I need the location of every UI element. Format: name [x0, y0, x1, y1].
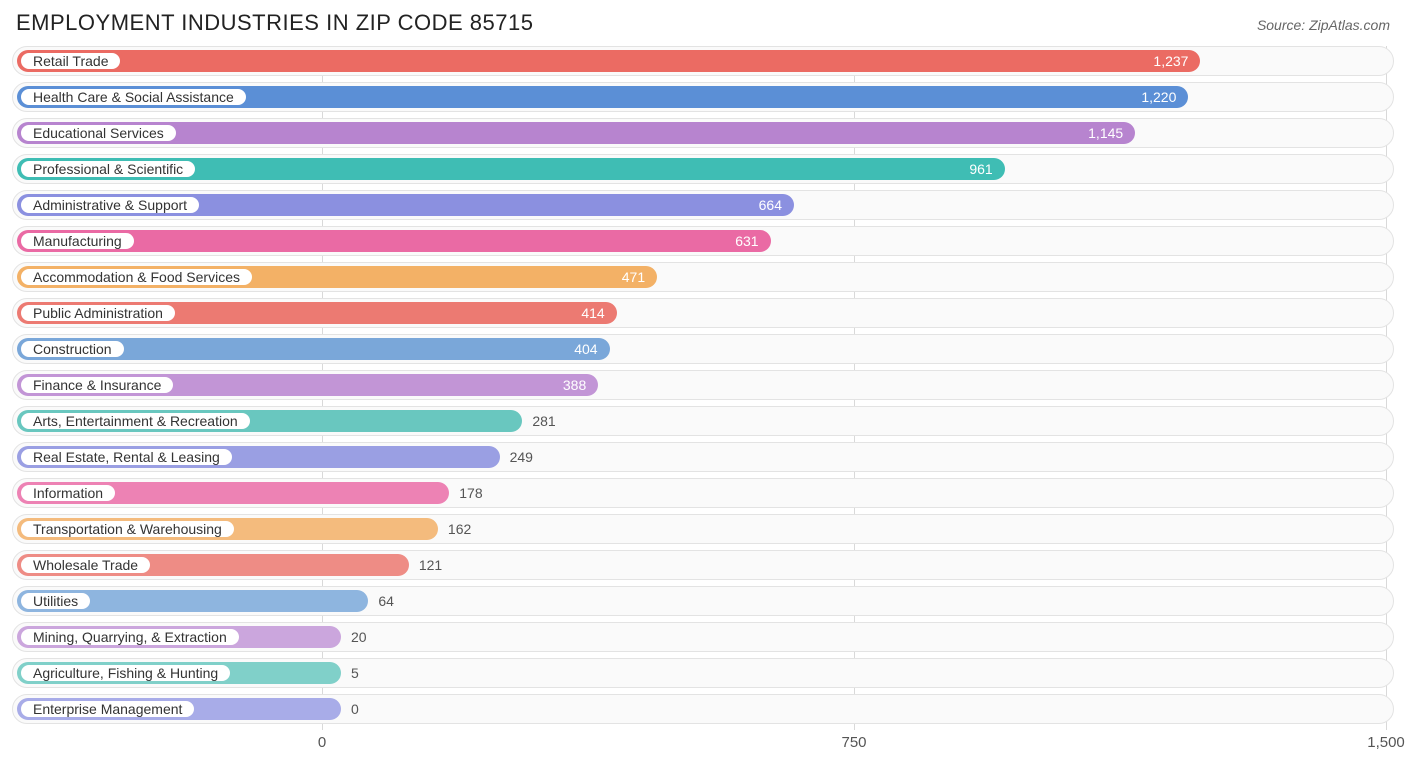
bar-row: Utilities 64	[12, 586, 1394, 616]
bar-label-pill: Transportation & Warehousing	[19, 519, 236, 539]
bar-label-pill: Retail Trade	[19, 51, 122, 71]
source-label: Source:	[1257, 17, 1305, 33]
bar-row: Construction 404	[12, 334, 1394, 364]
x-axis-tick: 0	[318, 734, 326, 751]
bar-value: 1,145	[1088, 119, 1123, 147]
bar-value: 281	[532, 407, 555, 435]
bar-label-pill: Finance & Insurance	[19, 375, 175, 395]
bar-fill	[17, 50, 1200, 72]
bar-row: Accommodation & Food Services 471	[12, 262, 1394, 292]
bar-value: 471	[622, 263, 645, 291]
bar-row: Public Administration 414	[12, 298, 1394, 328]
bar-label-pill: Information	[19, 483, 117, 503]
bar-value: 0	[351, 695, 359, 723]
bar-label-pill: Real Estate, Rental & Leasing	[19, 447, 234, 467]
bar-value: 414	[581, 299, 604, 327]
chart-rows: Retail Trade 1,237 Health Care & Social As…	[12, 46, 1394, 724]
bar-row: Professional & Scientific 961	[12, 154, 1394, 184]
bar-row: Administrative & Support 664	[12, 190, 1394, 220]
bar-row: Health Care & Social Assistance 1,220	[12, 82, 1394, 112]
bar-fill	[17, 122, 1135, 144]
bar-value: 178	[459, 479, 482, 507]
bar-label-pill: Wholesale Trade	[19, 555, 152, 575]
bar-value: 664	[759, 191, 782, 219]
bar-value: 1,220	[1141, 83, 1176, 111]
bar-row: Manufacturing 631	[12, 226, 1394, 256]
bar-row: Agriculture, Fishing & Hunting 5	[12, 658, 1394, 688]
bar-value: 162	[448, 515, 471, 543]
bar-row: Real Estate, Rental & Leasing 249	[12, 442, 1394, 472]
bar-row: Mining, Quarrying, & Extraction 20	[12, 622, 1394, 652]
chart-source: Source: ZipAtlas.com	[1257, 17, 1390, 33]
bar-label-pill: Professional & Scientific	[19, 159, 197, 179]
bar-label-pill: Agriculture, Fishing & Hunting	[19, 663, 232, 683]
bar-value: 631	[735, 227, 758, 255]
bar-label-pill: Arts, Entertainment & Recreation	[19, 411, 252, 431]
bar-row: Retail Trade 1,237	[12, 46, 1394, 76]
bar-row: Finance & Insurance 388	[12, 370, 1394, 400]
bar-value: 5	[351, 659, 359, 687]
bar-chart: Retail Trade 1,237 Health Care & Social As…	[12, 46, 1394, 756]
x-axis-tick: 1,500	[1367, 734, 1405, 751]
bar-value: 1,237	[1153, 47, 1188, 75]
bar-row: Enterprise Management 0	[12, 694, 1394, 724]
bar-row: Educational Services 1,145	[12, 118, 1394, 148]
bar-label-pill: Enterprise Management	[19, 699, 196, 719]
bar-row: Arts, Entertainment & Recreation 281	[12, 406, 1394, 436]
bar-label-pill: Administrative & Support	[19, 195, 201, 215]
chart-title: EMPLOYMENT INDUSTRIES IN ZIP CODE 85715	[16, 10, 534, 36]
x-axis: 07501,500	[12, 730, 1394, 756]
bar-label-pill: Manufacturing	[19, 231, 136, 251]
bar-label-pill: Mining, Quarrying, & Extraction	[19, 627, 241, 647]
bar-label-pill: Accommodation & Food Services	[19, 267, 254, 287]
source-value: ZipAtlas.com	[1309, 17, 1390, 33]
bar-row: Wholesale Trade 121	[12, 550, 1394, 580]
bar-value: 249	[510, 443, 533, 471]
bar-row: Transportation & Warehousing 162	[12, 514, 1394, 544]
bar-label-pill: Construction	[19, 339, 126, 359]
bar-value: 961	[969, 155, 992, 183]
bar-value: 121	[419, 551, 442, 579]
x-axis-tick: 750	[841, 734, 866, 751]
bar-value: 404	[574, 335, 597, 363]
bar-label-pill: Utilities	[19, 591, 92, 611]
bar-label-pill: Educational Services	[19, 123, 178, 143]
bar-label-pill: Public Administration	[19, 303, 177, 323]
bar-value: 64	[378, 587, 394, 615]
bar-label-pill: Health Care & Social Assistance	[19, 87, 248, 107]
bar-value: 388	[563, 371, 586, 399]
bar-value: 20	[351, 623, 367, 651]
chart-header: EMPLOYMENT INDUSTRIES IN ZIP CODE 85715 …	[12, 10, 1394, 46]
bar-row: Information 178	[12, 478, 1394, 508]
